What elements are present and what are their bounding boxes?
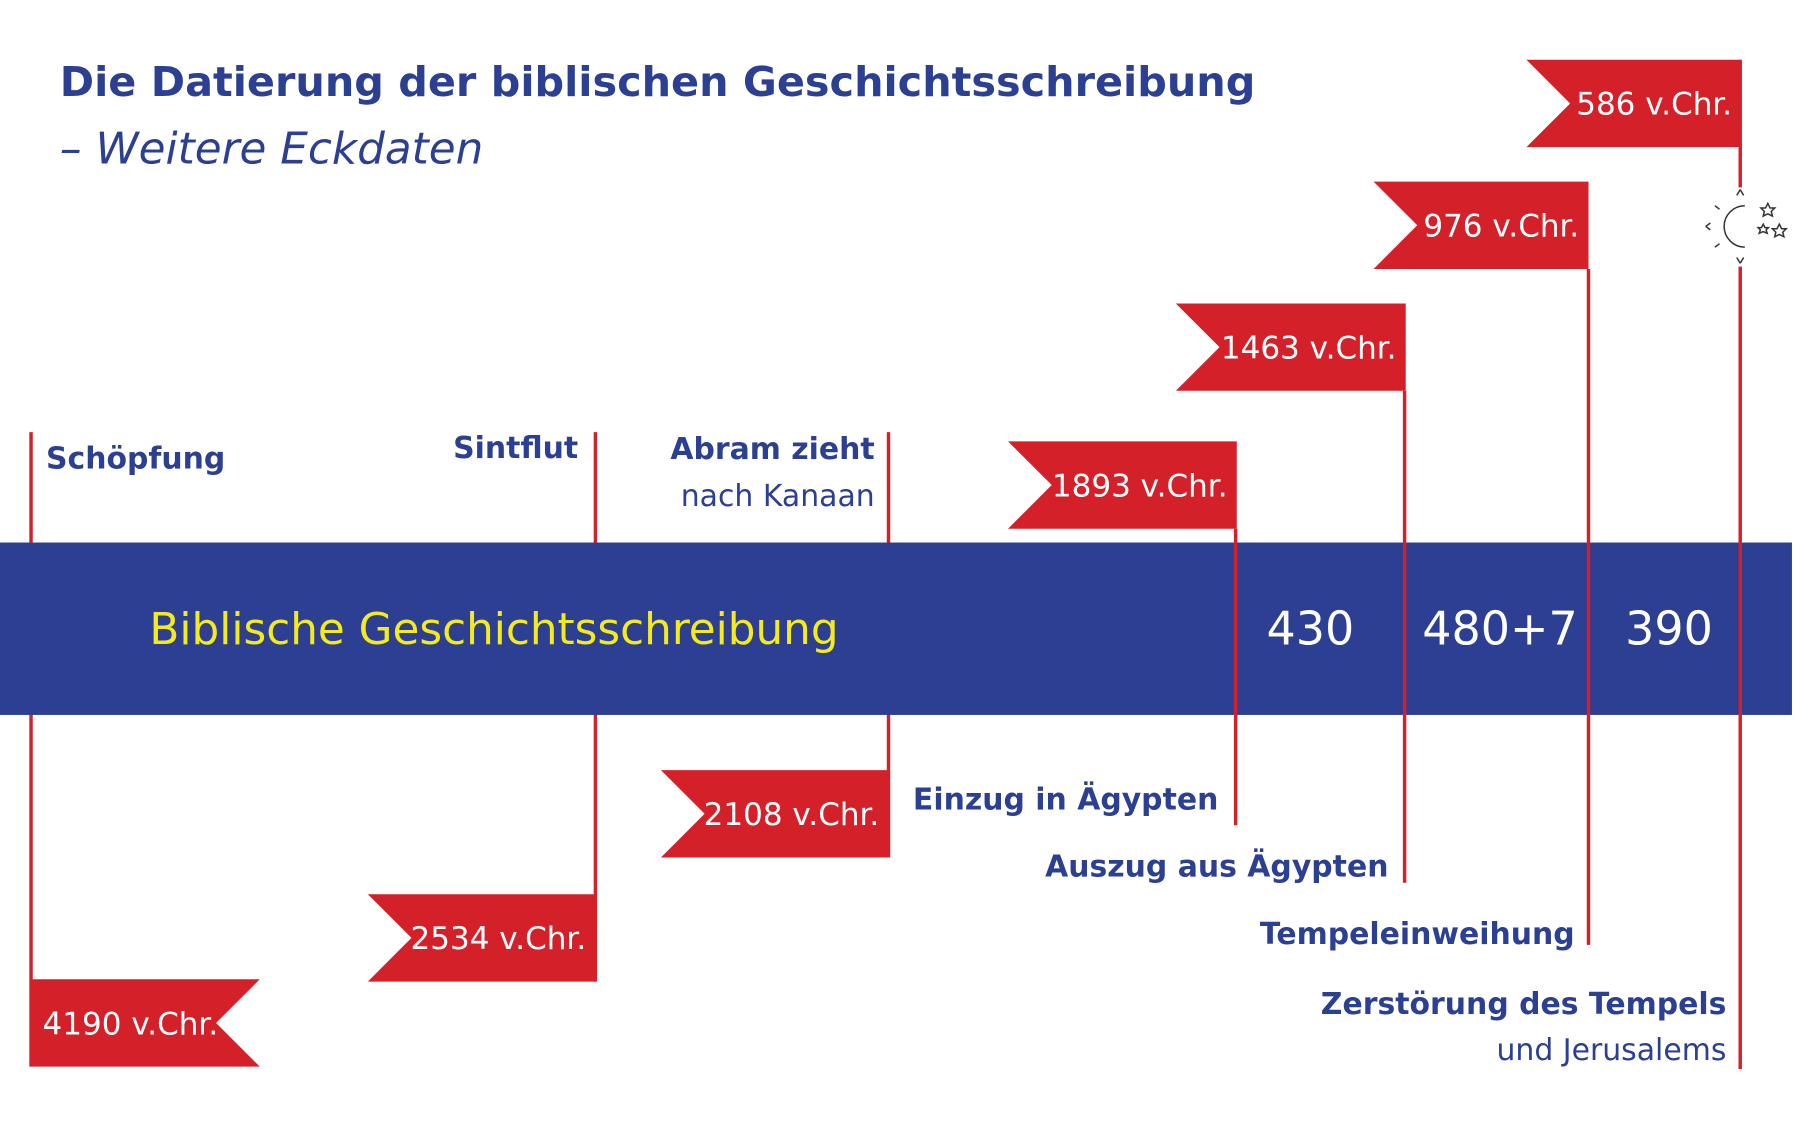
timeline-band	[0, 542, 1792, 715]
event-date: 586 v.Chr.	[1576, 87, 1732, 123]
date-flag	[660, 770, 889, 858]
event-label: Schöpfung	[46, 441, 225, 476]
front-layer: 4190 v.Chr. Schöpfung 2534 v.Chr. Sintflut 2…	[31, 59, 1742, 1069]
event-date: 4190 v.Chr.	[43, 1006, 219, 1042]
event-date: 2534 v.Chr.	[411, 921, 587, 957]
date-flag	[367, 894, 596, 982]
date-flag	[1526, 59, 1742, 148]
event-label: Einzug in Ägypten	[913, 782, 1218, 818]
period-length: 430	[1266, 602, 1354, 656]
event-label: Auszug aus Ägypten	[1045, 848, 1388, 884]
event-label: Abram zieht	[670, 432, 874, 467]
subtitle: – Weitere Eckdaten	[60, 124, 484, 175]
event-label: Sintflut	[453, 431, 578, 466]
period-length: 390	[1625, 602, 1713, 656]
band-label: Biblische Geschichtsschreibung	[149, 604, 838, 655]
event-date: 2108 v.Chr.	[704, 797, 880, 833]
date-flag	[1373, 181, 1589, 269]
title: Die Datierung der biblischen Geschichtss…	[60, 58, 1256, 106]
event-date: 1463 v.Chr.	[1221, 330, 1397, 366]
date-flag	[1008, 441, 1237, 529]
date-flag	[31, 979, 260, 1067]
period-length: 480+7	[1422, 602, 1578, 656]
day-night-icon	[1705, 189, 1789, 264]
event-label: Tempeleinweihung	[1260, 917, 1575, 952]
event-date: 1893 v.Chr.	[1052, 468, 1228, 504]
event-label: Zerstörung des Tempels	[1321, 987, 1727, 1022]
event-label: und Jerusalems	[1496, 1033, 1726, 1068]
date-flag	[1175, 303, 1406, 391]
event-date: 976 v.Chr.	[1423, 209, 1579, 245]
event-label: nach Kanaan	[681, 479, 875, 514]
